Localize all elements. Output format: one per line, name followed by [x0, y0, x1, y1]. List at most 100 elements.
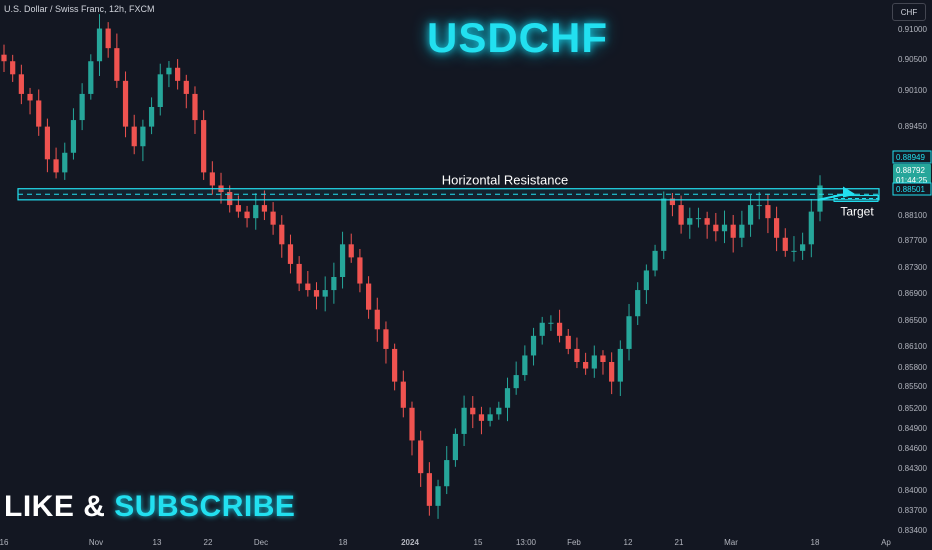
candle-body	[44, 126, 51, 160]
candle-body	[530, 335, 537, 356]
y-tick-label: 0.84600	[898, 444, 927, 453]
y-tick-label: 0.89450	[898, 122, 927, 131]
candle-body	[27, 93, 33, 101]
candle-body	[721, 224, 728, 232]
candle-body	[296, 263, 302, 284]
y-tick-label: 0.90500	[898, 55, 927, 64]
x-tick-label: 18	[339, 538, 348, 547]
candle-body	[235, 205, 241, 212]
candle-body	[105, 28, 111, 49]
target-label: Target	[840, 204, 874, 218]
candle-body	[487, 414, 493, 421]
y-tick-label: 0.87700	[898, 236, 927, 245]
candle-body	[36, 100, 42, 127]
candle-body	[88, 61, 94, 94]
y-tick-label: 0.84900	[898, 424, 927, 433]
candle-body	[279, 224, 285, 245]
candle-body	[409, 407, 415, 441]
candle-body	[756, 205, 762, 207]
y-tick-label: 0.83400	[898, 526, 927, 535]
candle-body	[10, 61, 16, 75]
candle-body	[765, 205, 771, 219]
candle-body	[678, 205, 684, 225]
y-tick-label: 0.84300	[898, 464, 927, 473]
candle-body	[609, 362, 615, 382]
y-tick-label: 0.86900	[898, 289, 927, 298]
candle-body	[747, 205, 754, 225]
candle-body	[470, 407, 476, 415]
y-tick-label: 0.86500	[898, 316, 927, 325]
subscribe-text: SUBSCRIBE	[114, 490, 296, 523]
candle-body	[261, 205, 268, 212]
candle-body	[131, 126, 137, 147]
candle-body	[687, 218, 693, 225]
candle-body	[635, 290, 641, 317]
candle-body	[617, 348, 623, 382]
y-tick-label: 0.91000	[898, 25, 927, 34]
candle-body	[739, 224, 745, 238]
candle-body	[140, 126, 146, 147]
candle-body	[730, 224, 736, 238]
y-tick-label: 0.85800	[898, 363, 927, 372]
price-tag-current: 0.88792	[896, 166, 925, 175]
candle-body	[461, 407, 467, 434]
price-tag-resistance: 0.88949	[896, 153, 925, 162]
candle-body	[773, 218, 780, 238]
y-tick-label: 0.87300	[898, 263, 927, 272]
resistance-label: Horizontal Resistance	[442, 173, 568, 188]
candle-body	[591, 355, 597, 369]
candle-body	[548, 322, 554, 324]
candle-body	[791, 250, 797, 252]
candle-body	[782, 237, 788, 251]
candle-body	[800, 244, 806, 251]
candle-body	[62, 152, 68, 173]
x-tick-label: 21	[675, 538, 684, 547]
symbol-label: U.S. Dollar / Swiss Franc, 12h, FXCM	[4, 4, 155, 14]
y-tick-label: 0.83700	[898, 506, 927, 515]
price-tag-countdown: 01:44:25	[896, 176, 928, 185]
candle-body	[253, 205, 259, 219]
candle-body	[339, 244, 346, 277]
candle-body	[426, 473, 432, 506]
like-subscribe-banner: LIKE & SUBSCRIBE	[4, 490, 295, 524]
candle-body	[600, 355, 606, 362]
candle-body	[374, 309, 380, 330]
y-tick-label: 0.85500	[898, 382, 927, 391]
candle-body	[157, 74, 163, 107]
candle-body	[652, 250, 658, 271]
candle-body	[209, 172, 215, 186]
chart-title: USDCHF	[427, 14, 608, 61]
candle-body	[444, 460, 450, 487]
candle-body	[808, 211, 814, 245]
candle-body	[166, 67, 172, 75]
y-tick-label: 0.88100	[898, 211, 927, 220]
y-tick-label: 0.84000	[898, 486, 927, 495]
candle-body	[192, 93, 198, 121]
candle-body	[79, 93, 85, 121]
candle-body	[574, 348, 580, 362]
candle-body	[583, 362, 589, 369]
currency-button[interactable]: CHF	[892, 3, 926, 21]
candle-body	[713, 224, 719, 232]
candle-body	[122, 80, 129, 127]
ampersand-text: &	[83, 490, 106, 523]
price-tag-current-bg	[893, 164, 931, 176]
candle-body	[114, 48, 120, 81]
x-tick-label: 18	[811, 538, 820, 547]
price-tag-target-border	[892, 182, 932, 196]
candle-body	[522, 355, 528, 376]
x-tick-label: Ap	[881, 538, 891, 547]
candle-body	[313, 290, 320, 297]
candle-body	[18, 74, 24, 94]
price-tag-resistance-border	[892, 150, 932, 164]
candle-body	[626, 316, 632, 349]
candle-body	[383, 329, 389, 349]
like-text: LIKE	[4, 490, 75, 523]
candle-body	[70, 120, 77, 153]
candle-body	[418, 440, 424, 474]
candle-body	[201, 120, 207, 173]
candle-body	[556, 322, 563, 336]
price-tag-resistance-bg	[893, 151, 931, 163]
candle-body	[305, 283, 311, 291]
